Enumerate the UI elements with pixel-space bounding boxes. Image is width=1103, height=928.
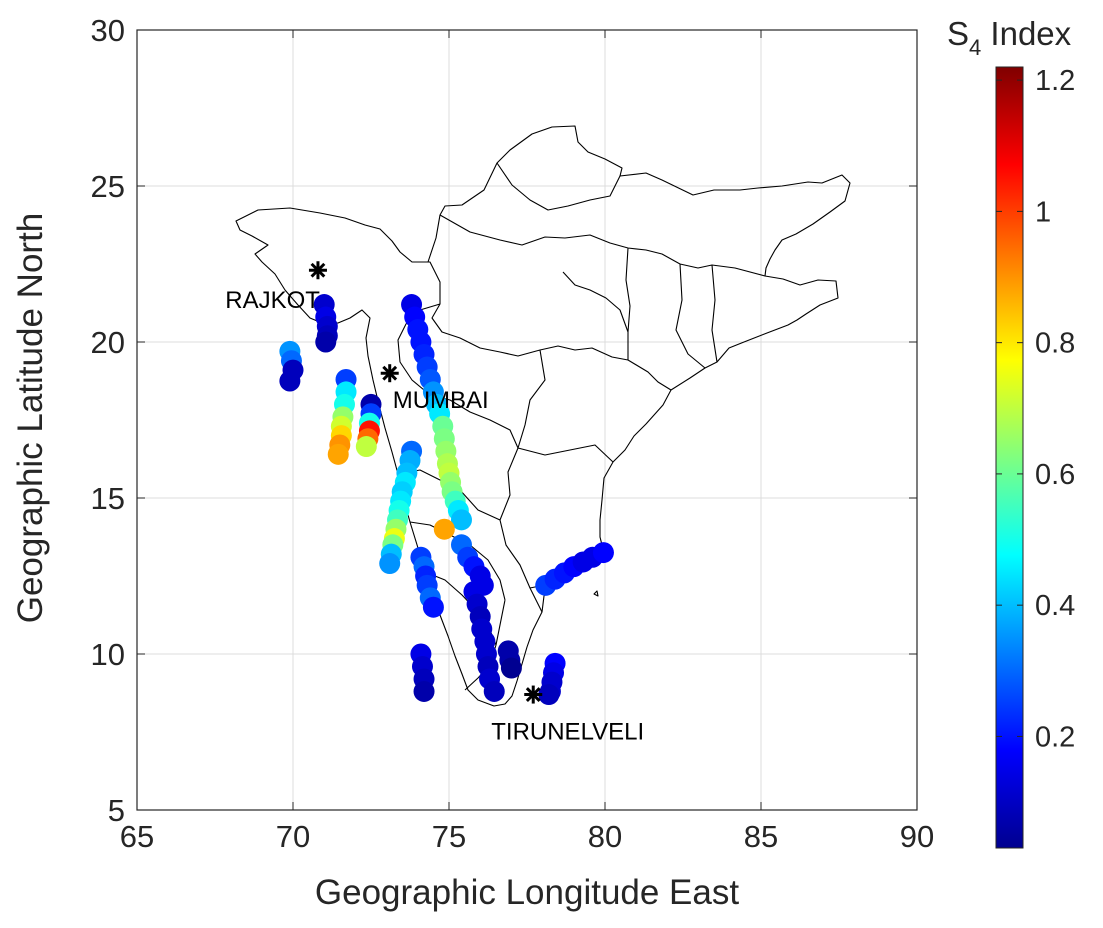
y-tick-label: 10 <box>91 637 125 672</box>
colorbar-tick-label: 0.4 <box>1035 590 1075 622</box>
station-asterisk-stroke <box>382 365 398 381</box>
colorbar-title-main: S <box>947 15 969 52</box>
colorbar-tick-label: 0.8 <box>1035 328 1075 360</box>
scatter-point <box>450 509 472 531</box>
x-tick-label: 80 <box>588 819 622 854</box>
colorbar: 0.2 0.4 0.6 0.8 1 1.2 S4 Index <box>947 15 1075 849</box>
colorbar-tick-label: 1 <box>1035 196 1051 228</box>
x-tick-label: 90 <box>900 819 934 854</box>
scatter-point <box>592 542 614 564</box>
colorbar-title-subscript: 4 <box>969 35 981 60</box>
scatter-point <box>500 657 522 679</box>
colorbar-ticks: 0.2 0.4 0.6 0.8 1 1.2 <box>996 65 1075 753</box>
scatter-point <box>483 680 505 702</box>
plot-frame <box>136 29 918 811</box>
x-tick-label: 65 <box>120 819 154 854</box>
colorbar-tick-label: 1.2 <box>1035 65 1075 97</box>
coastline <box>235 125 851 707</box>
colorbar-title: S4 Index <box>947 15 1072 60</box>
scatter-point <box>433 518 455 540</box>
scintillation-markers <box>279 294 614 706</box>
y-axis-ticks: 5 10 15 20 25 30 <box>91 13 917 828</box>
station-asterisk-stroke <box>525 687 541 702</box>
x-axis-ticks: 65 70 75 80 85 90 <box>120 30 934 854</box>
scatter-point <box>413 680 435 702</box>
island-dot <box>593 590 599 597</box>
x-axis-label: Geographic Longitude East <box>315 873 739 912</box>
y-tick-label: 15 <box>91 481 125 516</box>
y-tick-label: 25 <box>91 169 125 204</box>
colorbar-title-suffix: Index <box>981 15 1071 52</box>
station-asterisk-stroke <box>310 262 326 278</box>
station-label: MUMBAI <box>393 387 489 414</box>
y-axis-label: Geographic Latitude North <box>11 213 50 624</box>
scatter-point <box>538 684 560 706</box>
scatter-point <box>279 370 301 392</box>
x-tick-label: 85 <box>744 819 778 854</box>
x-tick-label: 70 <box>276 819 310 854</box>
y-tick-label: 20 <box>91 325 125 360</box>
station-label: TIRUNELVELI <box>491 719 644 746</box>
colorbar-tick-label: 0.2 <box>1035 721 1075 753</box>
colorbar-gradient <box>995 66 1024 849</box>
scatter-point <box>379 553 401 575</box>
y-tick-label: 30 <box>91 13 125 48</box>
scatter-point <box>327 443 349 465</box>
station-label: RAJKOT <box>225 287 320 314</box>
colorbar-tick-label: 0.6 <box>1035 459 1075 491</box>
plot-area <box>137 30 917 810</box>
y-tick-label: 5 <box>108 793 125 828</box>
scatter-point <box>422 596 444 618</box>
station-markers: RAJKOT MUMBAI TIRUNELVELI <box>225 261 644 746</box>
scatter-point <box>315 331 337 353</box>
x-tick-label: 75 <box>432 819 466 854</box>
scatter-point <box>355 436 377 458</box>
